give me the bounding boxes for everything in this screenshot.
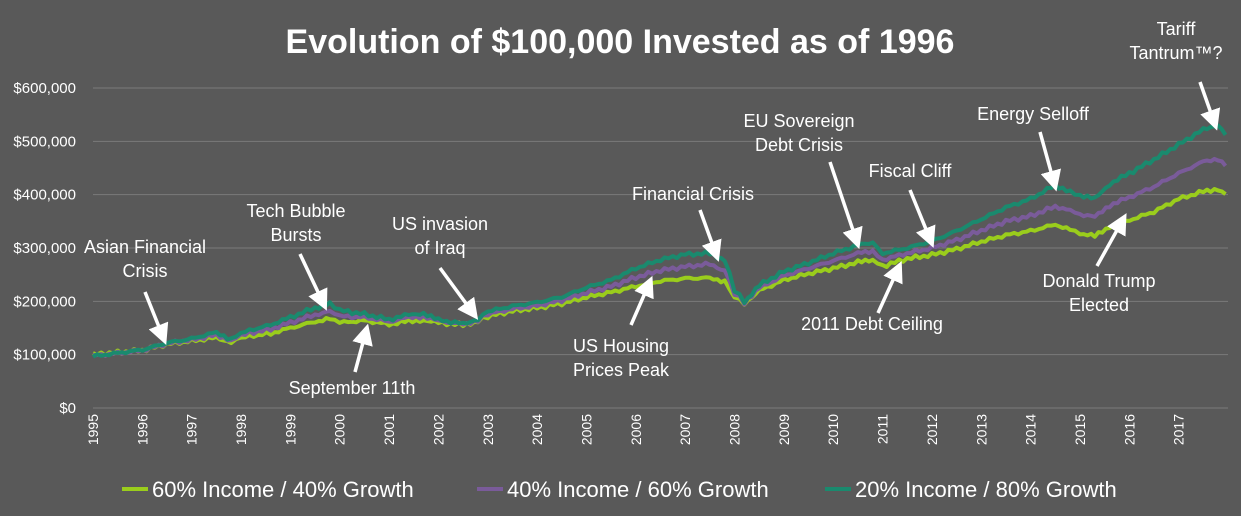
annotation-arrow bbox=[438, 266, 479, 320]
annotation-arrow bbox=[1095, 213, 1127, 267]
x-tick-label: 2012 bbox=[924, 414, 940, 445]
x-tick-label: 1995 bbox=[85, 414, 101, 445]
x-tick-label: 2008 bbox=[727, 414, 743, 445]
annotations: Asian Financial Crisis Tech Bubble Bursts Se… bbox=[84, 19, 1223, 398]
x-tick-label: 2014 bbox=[1023, 414, 1039, 445]
annotation-text: Crisis bbox=[123, 261, 168, 281]
x-tick-label: 1997 bbox=[184, 414, 200, 445]
legend-label: 20% Income / 80% Growth bbox=[855, 477, 1117, 502]
x-tick-label: 2007 bbox=[677, 414, 693, 445]
x-tick-label: 2013 bbox=[973, 414, 989, 445]
annotation-text: Debt Crisis bbox=[755, 135, 843, 155]
annotation-text: Energy Selloff bbox=[977, 104, 1090, 124]
annotation-text: of Iraq bbox=[414, 238, 465, 258]
x-tick-label: 2006 bbox=[628, 414, 644, 445]
annotation-text: Bursts bbox=[270, 225, 321, 245]
annotation-arrow bbox=[629, 275, 654, 326]
annotation-text: Financial Crisis bbox=[632, 184, 754, 204]
annotation-text: September 11th bbox=[289, 378, 416, 398]
x-tick-label: 2017 bbox=[1171, 414, 1187, 445]
annotation-arrow bbox=[876, 260, 903, 314]
annotation-text: Donald Trump bbox=[1042, 271, 1155, 291]
x-tick-label: 2003 bbox=[480, 414, 496, 445]
annotation-arrow bbox=[143, 291, 169, 345]
x-tick-label: 2015 bbox=[1072, 414, 1088, 445]
x-tick-label: 2011 bbox=[875, 414, 891, 444]
annotation-text: Tech Bubble bbox=[246, 201, 345, 221]
x-tick-label: 2001 bbox=[381, 414, 397, 445]
series-lines bbox=[91, 123, 1228, 359]
chart-title: Evolution of $100,000 Invested as of 199… bbox=[286, 23, 955, 61]
annotation-arrow bbox=[1038, 131, 1061, 192]
annotation-arrow bbox=[352, 323, 373, 373]
annotation-text: US invasion bbox=[392, 214, 488, 234]
annotation-arrow bbox=[1198, 81, 1221, 131]
annotation-text: US Housing bbox=[573, 336, 669, 356]
annotation-text: Elected bbox=[1069, 295, 1129, 315]
annotation-text: Asian Financial bbox=[84, 237, 206, 257]
x-tick-label: 1999 bbox=[282, 414, 298, 445]
series-line bbox=[92, 156, 1228, 358]
y-tick-label: $400,000 bbox=[13, 187, 76, 204]
x-tick-label: 2005 bbox=[578, 414, 594, 445]
y-tick-label: $0 bbox=[59, 400, 76, 417]
x-tick-label: 2000 bbox=[332, 414, 348, 445]
legend-label: 60% Income / 40% Growth bbox=[152, 477, 414, 502]
x-tick-label: 2004 bbox=[529, 414, 545, 445]
x-axis-ticks: 1995 1996 1997 1998 1999 2000 2001 2002 2003 2004… bbox=[85, 414, 1187, 445]
y-tick-label: $200,000 bbox=[13, 293, 76, 310]
y-tick-label: $300,000 bbox=[13, 240, 76, 257]
annotation-text: Tantrum™? bbox=[1129, 43, 1222, 63]
y-tick-label: $500,000 bbox=[13, 133, 76, 150]
gridlines bbox=[93, 87, 1228, 409]
series-line bbox=[91, 123, 1228, 359]
x-tick-label: 1998 bbox=[233, 414, 249, 445]
x-tick-label: 2002 bbox=[430, 414, 446, 445]
x-tick-label: 2009 bbox=[776, 414, 792, 445]
legend: 60% Income / 40% Growth 40% Income / 60% … bbox=[122, 477, 1117, 502]
x-tick-label: 1996 bbox=[134, 414, 150, 445]
annotation-arrow bbox=[698, 209, 722, 262]
annotation-arrow bbox=[828, 161, 863, 250]
y-tick-label: $600,000 bbox=[13, 80, 76, 97]
annotation-text: EU Sovereign bbox=[743, 111, 854, 131]
y-axis-ticks: $0 $100,000 $200,000 $300,000 $400,000 $500,0… bbox=[13, 80, 76, 417]
annotation-text: Fiscal Cliff bbox=[869, 161, 953, 181]
annotation-text: 2011 Debt Ceiling bbox=[801, 314, 943, 334]
x-tick-label: 2016 bbox=[1121, 414, 1137, 445]
annotation-text: Prices Peak bbox=[573, 360, 670, 380]
x-tick-label: 2010 bbox=[825, 414, 841, 445]
series-line bbox=[92, 187, 1227, 358]
legend-label: 40% Income / 60% Growth bbox=[507, 477, 769, 502]
annotation-text: Tariff bbox=[1157, 19, 1197, 39]
annotation-arrow bbox=[298, 253, 328, 311]
y-tick-label: $100,000 bbox=[13, 347, 76, 364]
annotation-arrow bbox=[908, 189, 936, 248]
